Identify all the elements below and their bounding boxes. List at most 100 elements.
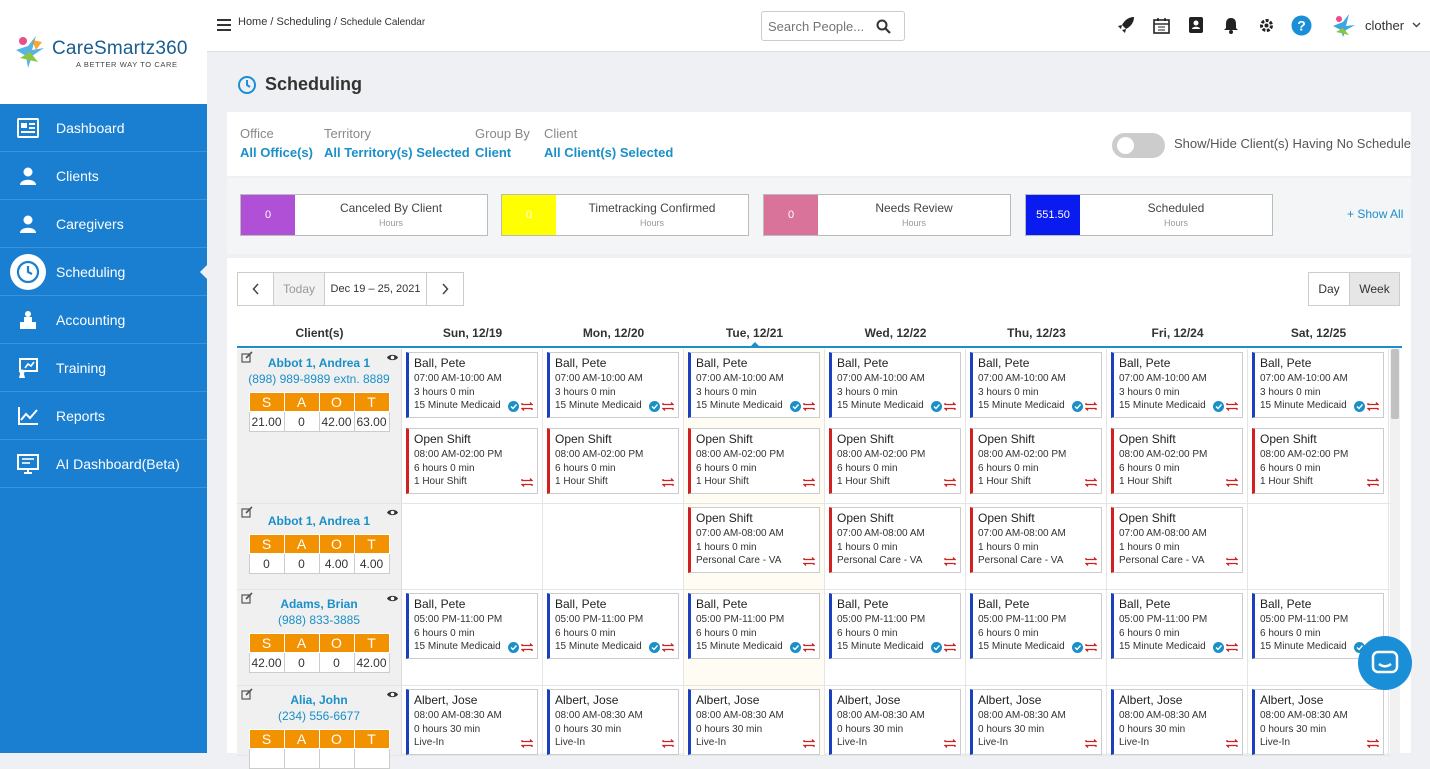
date-range[interactable]: Dec 19 – 25, 2021	[325, 272, 427, 306]
day-cell[interactable]: Ball, Pete 07:00 AM-10:00 AM 3 hours 0 min…	[543, 349, 684, 503]
day-cell[interactable]: Albert, Jose 08:00 AM-08:30 AM 0 hours 30 …	[543, 686, 684, 755]
shift-card[interactable]: Albert, Jose 08:00 AM-08:30 AM 0 hours 30 …	[1111, 689, 1243, 755]
sidebar-item-scheduling[interactable]: Scheduling	[0, 248, 207, 296]
edit-icon[interactable]	[241, 688, 253, 703]
swap-icon[interactable]	[1085, 738, 1097, 749]
breadcrumb-scheduling[interactable]: Scheduling	[276, 16, 331, 28]
day-cell[interactable]: Albert, Jose 08:00 AM-08:30 AM 0 hours 30 …	[966, 686, 1107, 755]
sidebar-item-clients[interactable]: Clients	[0, 152, 207, 200]
day-cell[interactable]: Albert, Jose 08:00 AM-08:30 AM 0 hours 30 …	[1107, 686, 1248, 755]
swap-icon[interactable]	[944, 556, 956, 567]
swap-icon[interactable]	[803, 477, 815, 488]
shift-card[interactable]: Ball, Pete 07:00 AM-10:00 AM 3 hours 0 min…	[547, 352, 679, 418]
day-cell[interactable]: Ball, Pete 07:00 AM-10:00 AM 3 hours 0 min…	[684, 349, 825, 503]
next-week-button[interactable]	[427, 272, 464, 306]
eye-icon[interactable]	[386, 351, 399, 365]
shift-card[interactable]: Ball, Pete 07:00 AM-10:00 AM 3 hours 0 min…	[406, 352, 538, 418]
shift-card[interactable]: Open Shift 08:00 AM-02:00 PM 6 hours 0 min…	[1252, 428, 1384, 494]
swap-icon[interactable]	[1226, 477, 1238, 488]
shift-card[interactable]: Albert, Jose 08:00 AM-08:30 AM 0 hours 30 …	[547, 689, 679, 755]
day-cell[interactable]	[1248, 504, 1389, 589]
client-name[interactable]: Abbot 1, Andrea 1	[267, 356, 371, 370]
shift-card[interactable]: Albert, Jose 08:00 AM-08:30 AM 0 hours 30 …	[1252, 689, 1384, 755]
prev-week-button[interactable]	[237, 272, 274, 306]
gear-icon[interactable]	[1255, 14, 1277, 36]
edit-icon[interactable]	[241, 506, 253, 521]
day-cell[interactable]: Albert, Jose 08:00 AM-08:30 AM 0 hours 30 …	[825, 686, 966, 755]
shift-card[interactable]: Open Shift 07:00 AM-08:00 AM 1 hours 0 min…	[688, 507, 820, 573]
day-cell[interactable]: Albert, Jose 08:00 AM-08:30 AM 0 hours 30 …	[402, 686, 543, 755]
chat-button[interactable]	[1358, 636, 1412, 690]
day-cell[interactable]: Ball, Pete 05:00 PM-11:00 PM 6 hours 0 min…	[402, 590, 543, 685]
client-name[interactable]: Adams, Brian	[280, 597, 358, 611]
swap-icon[interactable]	[803, 401, 815, 412]
client-name[interactable]: Abbot 1, Andrea 1	[267, 514, 371, 528]
day-cell[interactable]: Open Shift 07:00 AM-08:00 AM 1 hours 0 min…	[1107, 504, 1248, 589]
swap-icon[interactable]	[1085, 401, 1097, 412]
shift-card[interactable]: Ball, Pete 07:00 AM-10:00 AM 3 hours 0 min…	[829, 352, 961, 418]
swap-icon[interactable]	[944, 642, 956, 653]
day-cell[interactable]: Ball, Pete 07:00 AM-10:00 AM 3 hours 0 min…	[966, 349, 1107, 503]
shift-card[interactable]: Ball, Pete 05:00 PM-11:00 PM 6 hours 0 min…	[970, 593, 1102, 659]
shift-card[interactable]: Albert, Jose 08:00 AM-08:30 AM 0 hours 30 …	[406, 689, 538, 755]
day-cell[interactable]: Ball, Pete 07:00 AM-10:00 AM 3 hours 0 min…	[1248, 349, 1389, 503]
shift-card[interactable]: Open Shift 07:00 AM-08:00 AM 1 hours 0 min…	[1111, 507, 1243, 573]
day-cell[interactable]: Ball, Pete 07:00 AM-10:00 AM 3 hours 0 min…	[825, 349, 966, 503]
swap-icon[interactable]	[662, 738, 674, 749]
shift-card[interactable]: Open Shift 08:00 AM-02:00 PM 6 hours 0 min…	[829, 428, 961, 494]
day-cell[interactable]: Ball, Pete 07:00 AM-10:00 AM 3 hours 0 min…	[1107, 349, 1248, 503]
user-menu[interactable]: clother	[1331, 12, 1421, 38]
shift-card[interactable]: Ball, Pete 07:00 AM-10:00 AM 3 hours 0 min…	[1252, 352, 1384, 418]
swap-icon[interactable]	[1367, 738, 1379, 749]
scrollbar[interactable]	[1390, 349, 1400, 753]
shift-card[interactable]: Ball, Pete 05:00 PM-11:00 PM 6 hours 0 min…	[547, 593, 679, 659]
day-cell[interactable]: Ball, Pete 05:00 PM-11:00 PM 6 hours 0 min…	[684, 590, 825, 685]
swap-icon[interactable]	[1085, 556, 1097, 567]
edit-icon[interactable]	[241, 351, 253, 366]
swap-icon[interactable]	[803, 642, 815, 653]
eye-icon[interactable]	[386, 688, 399, 702]
bell-icon[interactable]	[1220, 14, 1242, 36]
rocket-icon[interactable]	[1115, 14, 1137, 36]
swap-icon[interactable]	[1226, 738, 1238, 749]
swap-icon[interactable]	[521, 477, 533, 488]
swap-icon[interactable]	[944, 477, 956, 488]
eye-icon[interactable]	[386, 506, 399, 520]
swap-icon[interactable]	[944, 401, 956, 412]
search-icon[interactable]	[876, 19, 891, 34]
today-button[interactable]: Today	[274, 272, 325, 306]
day-cell[interactable]: Ball, Pete 07:00 AM-10:00 AM 3 hours 0 min…	[402, 349, 543, 503]
calendar-icon[interactable]	[1150, 14, 1172, 36]
breadcrumb-home[interactable]: Home	[238, 16, 268, 28]
shift-card[interactable]: Ball, Pete 07:00 AM-10:00 AM 3 hours 0 min…	[688, 352, 820, 418]
shift-card[interactable]: Ball, Pete 07:00 AM-10:00 AM 3 hours 0 min…	[970, 352, 1102, 418]
shift-card[interactable]: Albert, Jose 08:00 AM-08:30 AM 0 hours 30 …	[688, 689, 820, 755]
filter-territory[interactable]: Territory All Territory(s) Selected	[324, 126, 470, 160]
filter-group-by[interactable]: Group By Client	[475, 126, 530, 160]
day-cell[interactable]: Open Shift 07:00 AM-08:00 AM 1 hours 0 min…	[825, 504, 966, 589]
sidebar-item-dashboard[interactable]: Dashboard	[0, 104, 207, 152]
swap-icon[interactable]	[1367, 477, 1379, 488]
day-cell[interactable]	[543, 504, 684, 589]
swap-icon[interactable]	[1085, 642, 1097, 653]
sidebar-item-ai-dashboard-beta[interactable]: AI Dashboard(Beta)	[0, 440, 207, 488]
shift-card[interactable]: Open Shift 08:00 AM-02:00 PM 6 hours 0 min…	[547, 428, 679, 494]
scrollbar-thumb[interactable]	[1391, 349, 1399, 419]
day-cell[interactable]: Ball, Pete 05:00 PM-11:00 PM 6 hours 0 min…	[825, 590, 966, 685]
shift-card[interactable]: Open Shift 08:00 AM-02:00 PM 6 hours 0 min…	[688, 428, 820, 494]
edit-icon[interactable]	[241, 592, 253, 607]
client-phone[interactable]: (234) 556-6677	[277, 709, 361, 723]
swap-icon[interactable]	[521, 401, 533, 412]
sidebar-item-reports[interactable]: Reports	[0, 392, 207, 440]
swap-icon[interactable]	[803, 738, 815, 749]
shift-card[interactable]: Ball, Pete 05:00 PM-11:00 PM 6 hours 0 min…	[829, 593, 961, 659]
day-cell[interactable]: Albert, Jose 08:00 AM-08:30 AM 0 hours 30 …	[1248, 686, 1389, 755]
day-cell[interactable]: Open Shift 07:00 AM-08:00 AM 1 hours 0 min…	[966, 504, 1107, 589]
swap-icon[interactable]	[803, 556, 815, 567]
client-name[interactable]: Alia, John	[290, 693, 348, 707]
eye-icon[interactable]	[386, 592, 399, 606]
swap-icon[interactable]	[1226, 642, 1238, 653]
show-all-link[interactable]: + Show All	[1347, 207, 1404, 221]
swap-icon[interactable]	[1226, 401, 1238, 412]
search-input[interactable]	[762, 12, 872, 40]
